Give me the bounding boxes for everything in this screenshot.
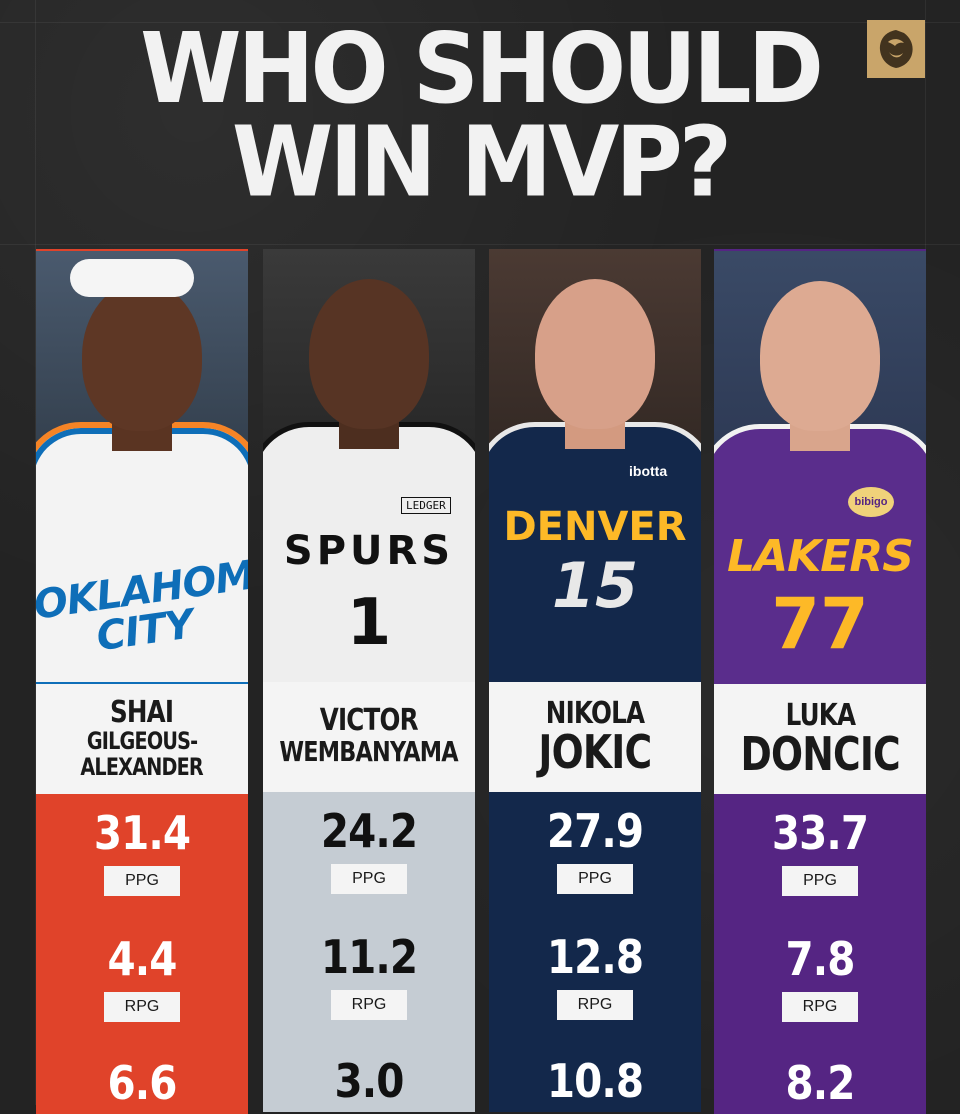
brand-logo <box>867 20 925 78</box>
player-photo-doncic: bibigo LAKERS 77 <box>714 249 926 684</box>
stat-value: 4.4 <box>107 932 177 986</box>
stat-label: PPG <box>331 864 407 894</box>
jersey-number: 15 <box>551 549 639 622</box>
player-last-name: DONCIC <box>740 727 900 781</box>
player-photo-jokic: ibotta DENVER 15 <box>489 249 701 682</box>
stats-panel-wembanyama: 24.2 PPG 11.2 RPG 3.0 <box>263 792 475 1112</box>
stat-value: 11.2 <box>320 930 418 984</box>
jersey-team-text: DENVER <box>503 504 687 550</box>
page-title: WHO SHOULD WIN MVP? <box>0 12 960 219</box>
stat-value: 24.2 <box>320 804 418 858</box>
stat-value: 31.4 <box>93 806 191 860</box>
jersey-number: 77 <box>771 583 869 665</box>
player-first-name: VICTOR <box>320 703 419 738</box>
jersey-sponsor: bibigo <box>848 487 894 517</box>
player-photo-sga: OKLAHOMA CITY <box>36 249 248 684</box>
player-name-doncic: LUKA DONCIC <box>714 684 926 794</box>
stats-panel-sga: 31.4 PPG 4.4 RPG 6.6 <box>36 794 248 1114</box>
player-head <box>82 281 202 431</box>
player-head <box>535 279 655 429</box>
stat-value: 8.2 <box>785 1056 855 1110</box>
stat-label: RPG <box>104 992 180 1022</box>
jersey-sponsor: LEDGER <box>401 497 451 514</box>
stat-label: RPG <box>557 990 633 1020</box>
player-column-doncic: bibigo LAKERS 77 LUKA DONCIC 33.7 PPG 7.… <box>714 249 926 1114</box>
grid-line <box>0 244 960 245</box>
stat-value: 6.6 <box>107 1056 177 1110</box>
player-name-sga: SHAI GILGEOUS- ALEXANDER <box>36 684 248 794</box>
player-last-name: GILGEOUS- <box>86 727 198 755</box>
stat-value: 3.0 <box>334 1054 404 1108</box>
stat-label: PPG <box>782 866 858 896</box>
player-last-name: JOKIC <box>538 725 653 779</box>
stat-label: RPG <box>782 992 858 1022</box>
stat-value: 7.8 <box>785 932 855 986</box>
player-first-name: SHAI <box>110 695 174 730</box>
stat-label: PPG <box>557 864 633 894</box>
player-photo-wembanyama: LEDGER SPURS 1 <box>263 249 475 682</box>
headband <box>70 259 194 297</box>
stat-label: RPG <box>331 990 407 1020</box>
player-last-name: WEMBANYAMA <box>279 735 459 768</box>
stats-panel-doncic: 33.7 PPG 7.8 RPG 8.2 <box>714 794 926 1114</box>
jersey-team-text: SPURS <box>283 528 455 574</box>
lion-logo-icon <box>879 30 913 68</box>
jersey-sponsor: ibotta <box>629 463 668 479</box>
player-first-name: NIKOLA <box>545 696 645 731</box>
jersey-team-text: LAKERS <box>727 531 914 582</box>
jersey-number: 1 <box>346 586 392 660</box>
grid-line <box>0 22 960 23</box>
stat-value: 27.9 <box>546 804 644 858</box>
stat-value: 10.8 <box>546 1054 644 1108</box>
player-column-sga: OKLAHOMA CITY SHAI GILGEOUS- ALEXANDER 3… <box>36 249 248 1114</box>
player-name-jokic: NIKOLA JOKIC <box>489 682 701 792</box>
stat-value: 33.7 <box>771 806 869 860</box>
player-column-jokic: ibotta DENVER 15 NIKOLA JOKIC 27.9 PPG 1… <box>489 249 701 1112</box>
player-head <box>760 281 880 431</box>
title-line-1: WHO SHOULD <box>140 12 824 126</box>
title-line-2: WIN MVP? <box>231 105 732 219</box>
stat-label: PPG <box>104 866 180 896</box>
player-last-name-2: ALEXANDER <box>80 753 204 781</box>
grid-line <box>35 0 36 1105</box>
stats-panel-jokic: 27.9 PPG 12.8 RPG 10.8 <box>489 792 701 1112</box>
player-first-name: LUKA <box>785 698 855 733</box>
player-column-wembanyama: LEDGER SPURS 1 VICTOR WEMBANYAMA 24.2 PP… <box>263 249 475 1112</box>
player-head <box>309 279 429 429</box>
player-name-wembanyama: VICTOR WEMBANYAMA <box>263 682 475 792</box>
stat-value: 12.8 <box>546 930 644 984</box>
